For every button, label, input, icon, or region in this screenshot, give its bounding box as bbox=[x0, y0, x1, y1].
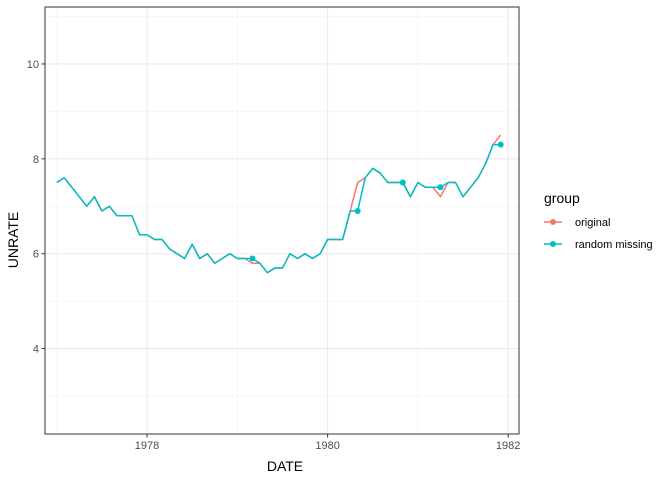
legend-key-point bbox=[550, 219, 556, 225]
x-tick-label: 1978 bbox=[135, 440, 159, 452]
y-axis-title: UNRATE bbox=[5, 212, 21, 269]
legend-label: original bbox=[575, 217, 610, 229]
y-tick-label: 10 bbox=[27, 59, 39, 71]
panel-border bbox=[44, 6, 520, 435]
y-tick-label: 6 bbox=[33, 249, 39, 261]
y-tick-label: 8 bbox=[33, 154, 39, 166]
legend-title: group bbox=[544, 190, 580, 206]
data-point bbox=[497, 141, 504, 148]
data-point bbox=[354, 208, 361, 215]
panel-background bbox=[45, 7, 519, 434]
legend-key-point bbox=[550, 241, 556, 247]
plot-panel bbox=[45, 7, 519, 434]
legend-label: random missing bbox=[575, 239, 653, 251]
x-axis-title: DATE bbox=[267, 458, 303, 474]
legend: group original random missing bbox=[544, 190, 653, 251]
series-line-random-missing bbox=[56, 143, 501, 274]
axes: 1978 1980 1982 4 6 8 10 bbox=[27, 59, 521, 452]
x-tick-label: 1982 bbox=[496, 440, 520, 452]
x-tick-label: 1980 bbox=[315, 440, 339, 452]
y-tick-label: 4 bbox=[33, 344, 39, 356]
series-lines bbox=[56, 134, 502, 274]
data-point bbox=[249, 255, 256, 262]
data-point bbox=[399, 179, 406, 186]
series-points bbox=[249, 141, 504, 262]
data-point bbox=[437, 184, 444, 191]
